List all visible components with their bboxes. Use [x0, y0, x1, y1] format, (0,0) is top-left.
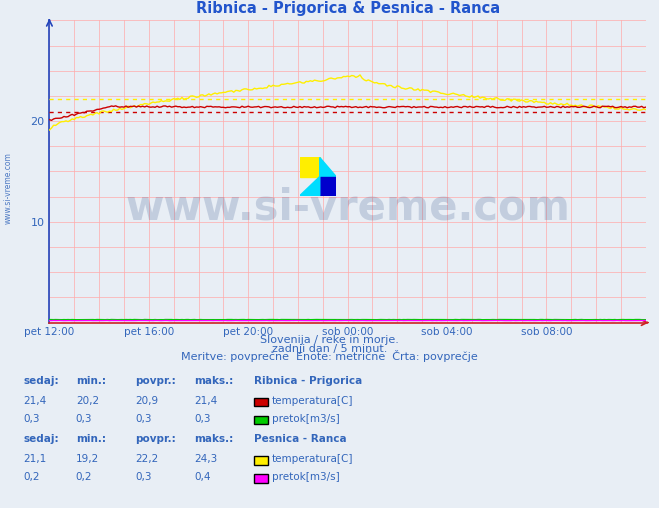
Text: 20,2: 20,2 [76, 396, 99, 406]
Text: 0,4: 0,4 [194, 472, 211, 482]
Polygon shape [320, 157, 336, 176]
Text: Slovenija / reke in morje.: Slovenija / reke in morje. [260, 335, 399, 345]
Text: 22,2: 22,2 [135, 454, 158, 464]
Text: Ribnica - Prigorica: Ribnica - Prigorica [254, 375, 362, 386]
Polygon shape [320, 176, 336, 196]
Text: pretok[m3/s]: pretok[m3/s] [272, 414, 340, 424]
Title: Ribnica - Prigorica & Pesnica - Ranca: Ribnica - Prigorica & Pesnica - Ranca [196, 2, 500, 16]
Text: temperatura[C]: temperatura[C] [272, 396, 354, 406]
Text: Meritve: povprečne  Enote: metrične  Črta: povprečje: Meritve: povprečne Enote: metrične Črta:… [181, 350, 478, 362]
Text: 0,2: 0,2 [23, 472, 40, 482]
Text: min.:: min.: [76, 434, 106, 444]
Text: 21,4: 21,4 [194, 396, 217, 406]
Text: sedaj:: sedaj: [23, 434, 59, 444]
Text: 0,3: 0,3 [135, 472, 152, 482]
Text: 0,3: 0,3 [194, 414, 211, 424]
Text: 20,9: 20,9 [135, 396, 158, 406]
Text: Pesnica - Ranca: Pesnica - Ranca [254, 434, 347, 444]
Text: 21,1: 21,1 [23, 454, 46, 464]
Text: zadnji dan / 5 minut.: zadnji dan / 5 minut. [272, 343, 387, 354]
Text: 24,3: 24,3 [194, 454, 217, 464]
Text: 0,3: 0,3 [135, 414, 152, 424]
Text: www.si-vreme.com: www.si-vreme.com [3, 152, 13, 224]
Text: min.:: min.: [76, 375, 106, 386]
Text: maks.:: maks.: [194, 434, 234, 444]
Polygon shape [300, 157, 320, 176]
Text: maks.:: maks.: [194, 375, 234, 386]
Text: 0,3: 0,3 [23, 414, 40, 424]
Text: pretok[m3/s]: pretok[m3/s] [272, 472, 340, 482]
Polygon shape [300, 176, 320, 196]
Text: 21,4: 21,4 [23, 396, 46, 406]
Text: povpr.:: povpr.: [135, 434, 176, 444]
Text: 19,2: 19,2 [76, 454, 99, 464]
Text: 0,3: 0,3 [76, 414, 92, 424]
Text: www.si-vreme.com: www.si-vreme.com [125, 187, 570, 229]
Text: 0,2: 0,2 [76, 472, 92, 482]
Text: povpr.:: povpr.: [135, 375, 176, 386]
Text: sedaj:: sedaj: [23, 375, 59, 386]
Text: temperatura[C]: temperatura[C] [272, 454, 354, 464]
